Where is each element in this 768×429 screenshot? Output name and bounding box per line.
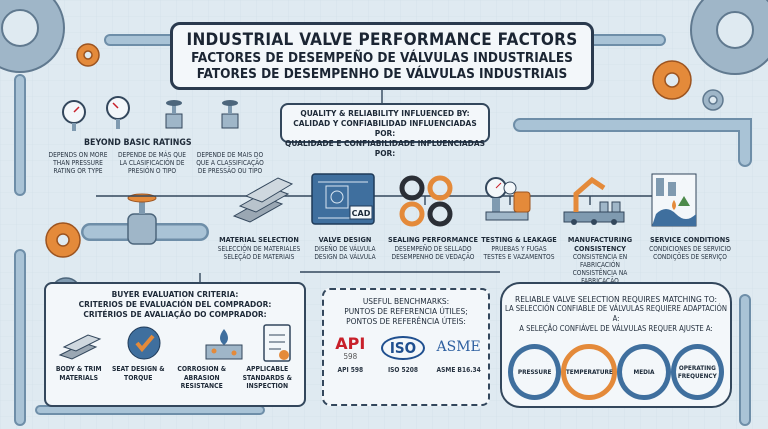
asme-logo: ASME ASME B16.34: [436, 339, 481, 374]
buyer-item: APPLICABLE STANDARDS & INSPECTION: [242, 365, 292, 391]
title-spanish: FACTORES DE DESEMPEÑO DE VÁLVULAS INDUST…: [191, 50, 573, 66]
service-conditions-icon: [651, 173, 697, 227]
gear-icon: [652, 60, 692, 100]
checklist-icon: [263, 324, 291, 362]
reliable-title-portuguese: A SELEÇÃO CONFIÁVEL DE VÁLVULAS REQUER A…: [519, 324, 713, 333]
buyer-title-english: BUYER EVALUATION CRITERIA:: [111, 289, 239, 299]
metal-bars-icon: [58, 334, 102, 360]
factor-service-conditions: SERVICE CONDITIONS CONDICIONES DE SERVIC…: [649, 235, 731, 261]
beyond-title: BEYOND BASIC RATINGS: [84, 138, 192, 148]
benchmarks-box: USEFUL BENCHMARKS: PUNTOS DE REFERENCIA …: [322, 288, 490, 406]
match-operating-frequency: OPERATING FREQUENCY: [670, 344, 724, 400]
benchmarks-title-portuguese: PONTOS DE REFERÊNCIA ÚTEIS:: [346, 316, 466, 326]
test-gauge-icon: [485, 177, 531, 221]
checkmark-gear-icon: [127, 326, 161, 360]
title-portuguese: FATORES DE DESEMPENHO DE VÁLVULAS INDUST…: [196, 66, 568, 82]
api-logo: API 598 API 598: [335, 334, 366, 375]
pressure-gauge-icon: [62, 100, 86, 131]
quality-reliability-box: QUALITY & RELIABILITY INFLUENCED BY: CAL…: [280, 103, 490, 158]
buyer-criteria-box: BUYER EVALUATION CRITERIA: CRITERIOS DE …: [44, 282, 306, 407]
quality-english: QUALITY & RELIABILITY INFLUENCED BY:: [300, 108, 470, 118]
buyer-item: SEAT DESIGN & TORQUE: [111, 365, 165, 382]
benchmarks-title-spanish: PUNTOS DE REFERENCIA ÚTILES;: [344, 306, 468, 316]
factor-material-selection: MATERIAL SELECTION SELECCIÓN DE MATERIAL…: [217, 235, 301, 261]
benchmark-logos: API 598 API 598 ISO ISO 5208 ASME ASME B…: [324, 334, 488, 375]
beyond-basic-ratings: BEYOND BASIC RATINGS DEPENDS ON MORE THA…: [44, 138, 274, 175]
gear-icon: [76, 43, 100, 67]
buyer-item: BODY & TRIM MATERIALS: [55, 365, 102, 382]
benchmarks-title-english: USEFUL BENCHMARKS:: [362, 296, 450, 306]
matching-circles: PRESSURE TEMPERATURE MEDIA OPERATING FRE…: [502, 334, 730, 400]
factor-valve-design: VALVE DESIGN DISEÑO DE VÁLVULA DESIGN DA…: [314, 235, 376, 261]
iso-logo: ISO ISO 5208: [378, 336, 428, 374]
factor-testing-leakage: TESTING & LEAKAGE PRUEBAS Y FUGAS TESTES…: [481, 235, 557, 261]
factor-labels: MATERIAL SELECTION SELECCIÓN DE MATERIAL…: [216, 235, 742, 285]
title-banner: INDUSTRIAL VALVE PERFORMANCE FACTORS FAC…: [170, 22, 594, 90]
beyond-item: DEPENDE DE MAIS DO QUE A CLASSIFICAÇÃO D…: [196, 151, 264, 175]
robot-arm-icon: [563, 176, 625, 225]
reliable-title-english: RELIABLE VALVE SELECTION REQUIRES MATCHI…: [515, 294, 717, 304]
factor-icons: CAD: [232, 173, 697, 227]
buyer-item: CORROSION & ABRASION RESISTANCE: [177, 365, 227, 391]
beyond-item: DEPENDS ON MORE THAN PRESSURE RATING OR …: [48, 151, 108, 175]
pressure-gauge-icon: [106, 96, 130, 129]
buyer-title-portuguese: CRITÉRIOS DE AVALIAÇÃO DO COMPRADOR:: [83, 309, 267, 319]
buyer-title-spanish: CRITERIOS DE EVALUACIÓN DEL COMPRADOR:: [78, 299, 272, 309]
valve-icon: [221, 100, 239, 129]
seal-rings-icon: [399, 175, 453, 227]
factor-manufacturing-consistency: MANUFACTURING CONSISTENCY CONSISTENCIA E…: [567, 235, 633, 285]
factor-sealing-performance: SEALING PERFORMANCE DESEMPEÑO DE SELLADO…: [388, 235, 478, 261]
gear-icon: [702, 89, 724, 111]
match-temperature: TEMPERATURE: [561, 344, 618, 400]
match-pressure: PRESSURE: [508, 344, 562, 400]
cad-blueprint-icon: CAD: [311, 173, 375, 225]
metal-bars-icon: [232, 177, 294, 223]
valve-icon: [165, 100, 183, 129]
reliable-title-spanish: LA SELECCIÓN CONFIABLE DE VÁLVULAS REQUI…: [504, 304, 728, 323]
beyond-item: DEPENDE DE MÁS QUE LA CLASIFICACIÓN DE P…: [117, 151, 187, 175]
gear-icon: [0, 0, 65, 73]
quality-spanish: CALIDAD Y CONFIABILIDAD INFLUENCIADAS PO…: [293, 118, 477, 138]
quality-portuguese: QUALIDADE E CONFIABILIDADE INFLUENCIADAS…: [285, 138, 485, 158]
reliable-selection-box: RELIABLE VALVE SELECTION REQUIRES MATCHI…: [500, 282, 732, 408]
cad-badge: CAD: [352, 209, 371, 218]
buyer-icons: [58, 324, 291, 362]
title-english: INDUSTRIAL VALVE PERFORMANCE FACTORS: [186, 30, 578, 50]
gear-icon: [690, 0, 768, 75]
match-media: MEDIA: [617, 344, 671, 400]
corrosion-drop-icon: [205, 329, 243, 360]
gear-icon: [45, 222, 81, 258]
